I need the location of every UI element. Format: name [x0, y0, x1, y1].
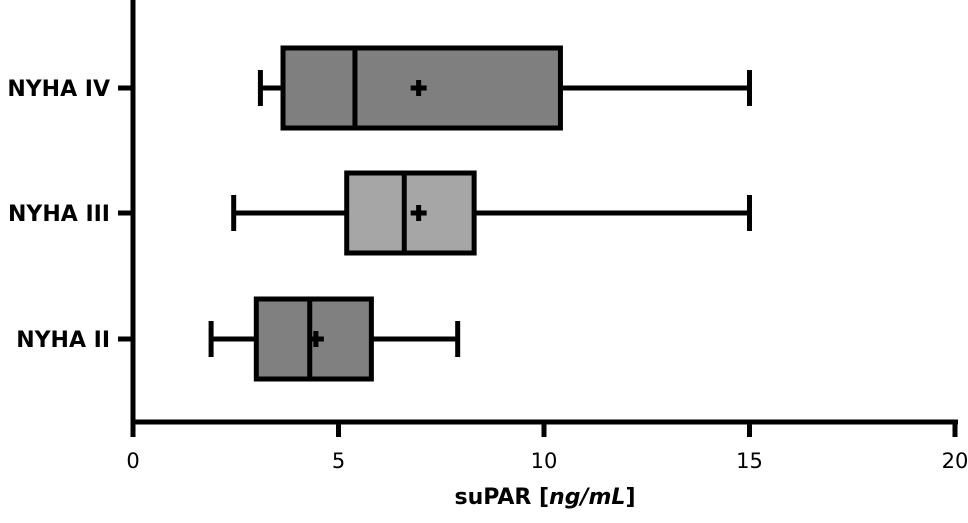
- boxes-layer: [208, 45, 752, 382]
- y-tick-label: NYHA IV: [7, 77, 110, 102]
- x-axis-label: suPAR [ng/mL]: [455, 485, 636, 510]
- ticks-layer: NYHA IV NYHA III NYHA II 0 5 10 15 20: [7, 77, 968, 473]
- box-group-nyha-iii: [231, 170, 752, 256]
- x-tick-label: 20: [942, 449, 968, 473]
- box-group-nyha-ii: [208, 296, 461, 382]
- x-tick-label: 10: [531, 449, 558, 473]
- x-tick-label: 15: [736, 449, 763, 473]
- iqr-box-nyha-iii: [344, 170, 477, 256]
- mean-marker-nyha-ii: [307, 331, 324, 347]
- x-tick-label: 0: [126, 449, 139, 473]
- box-group-nyha-iv: [257, 45, 752, 131]
- mean-marker-nyha-iv: [410, 80, 427, 96]
- y-tick-label: NYHA III: [8, 202, 110, 227]
- mean-marker-nyha-iii: [410, 205, 427, 221]
- x-tick-label: 5: [332, 449, 345, 473]
- y-tick-label: NYHA II: [16, 328, 110, 353]
